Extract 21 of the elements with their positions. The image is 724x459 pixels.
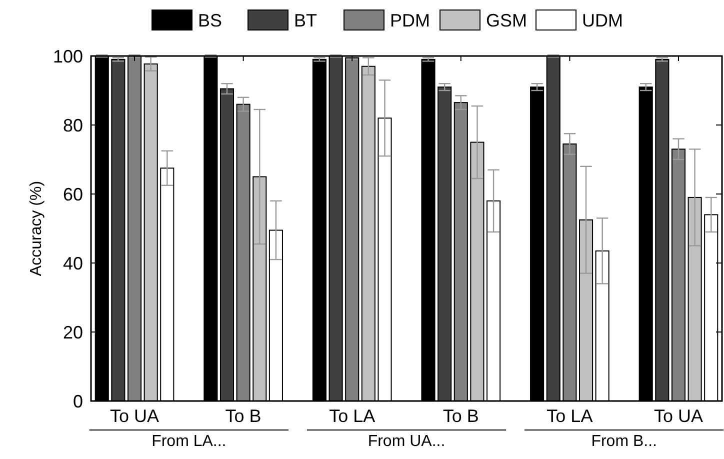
x-tick-label: To LA — [329, 406, 376, 426]
legend-label: BS — [198, 10, 222, 30]
legend-label: UDM — [582, 10, 623, 30]
x-tick-label: To UA — [110, 406, 160, 426]
x-tick-label: To B — [225, 406, 262, 426]
y-tick-label: 20 — [62, 322, 83, 342]
x-tick-label: To LA — [546, 406, 593, 426]
legend-label: GSM — [486, 10, 528, 30]
y-tick-label: 60 — [62, 184, 83, 204]
legend-label: PDM — [390, 10, 430, 30]
y-tick-label: 100 — [52, 46, 83, 66]
text: From LA... — [152, 433, 226, 450]
text: From UA... — [368, 433, 446, 450]
legend-label: BT — [294, 10, 318, 30]
x-tick-label: To B — [442, 406, 479, 426]
y-tick-label: 40 — [62, 253, 83, 274]
y-axis-title: Accuracy (%) — [28, 180, 45, 276]
y-tick-label: 80 — [62, 115, 83, 136]
x-tick-label: To UA — [654, 406, 703, 426]
y-tick-label: 0 — [72, 391, 83, 412]
text: From B... — [591, 433, 657, 450]
